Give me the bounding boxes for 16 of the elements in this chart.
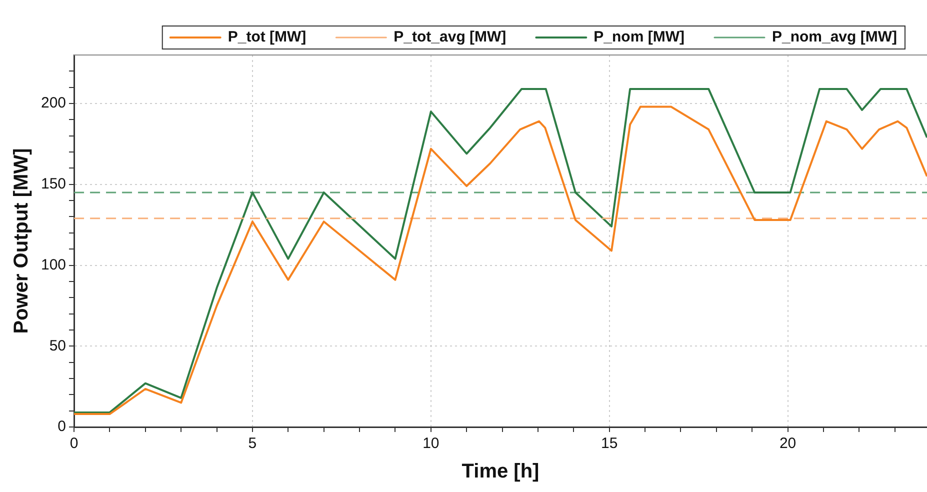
y-tick-label: 200 [40,94,66,112]
y-axis-title: Power Output [MW] [10,148,33,334]
y-tick-label: 100 [40,256,66,274]
x-tick-label: 0 [70,435,78,452]
y-tick-label: 50 [49,337,66,354]
x-tick-label: 15 [601,435,618,452]
legend-label: P_nom [MW] [594,28,684,46]
y-tick-label: 150 [40,176,66,193]
legend-label: P_tot_avg [MW] [394,28,506,46]
x-tick-label: 10 [422,435,440,452]
legend-label: P_tot [MW] [228,28,306,46]
x-axis-title: Time [h] [462,460,540,483]
y-tick-label: 0 [58,418,66,436]
legend-label: P_nom_avg [MW] [772,28,898,46]
x-tick-label: 5 [248,435,257,452]
x-tick-label: 20 [779,435,796,452]
